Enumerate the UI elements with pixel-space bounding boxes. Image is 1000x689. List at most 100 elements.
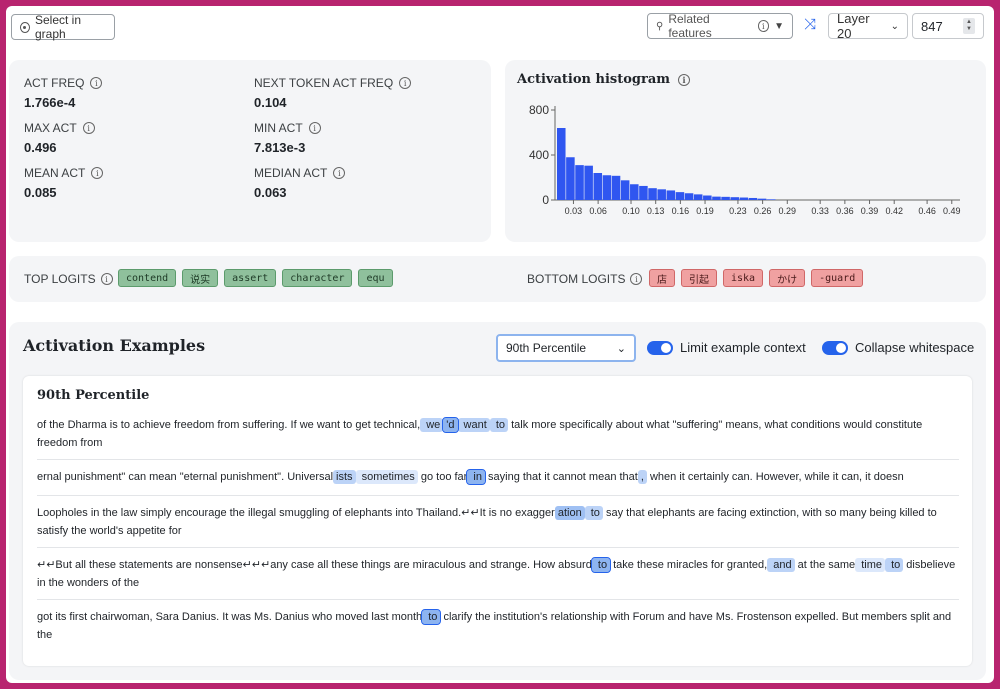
x-tick-label: 0.03	[565, 206, 583, 216]
example-row: of the Dharma is to achieve freedom from…	[37, 416, 959, 460]
stat-min-act: MIN ACT i 7.813e-3	[254, 121, 321, 155]
example-text: when it certainly can. However, while it…	[646, 471, 904, 483]
example-text: saying that it cannot mean that	[484, 471, 638, 483]
activated-token[interactable]: to	[590, 557, 612, 573]
example-text: Loopholes in the law simply encourage th…	[37, 507, 555, 519]
example-text: ↵↵But all these statements are nonsense↵…	[37, 559, 592, 571]
stat-max-act: MAX ACT i 0.496	[24, 121, 95, 155]
info-icon[interactable]: i	[399, 77, 412, 89]
example-text: of the Dharma is to achieve freedom from…	[37, 419, 421, 431]
activated-token[interactable]: ists	[333, 470, 356, 484]
x-tick-label: 0.29	[779, 206, 797, 216]
caret-down-icon: ▼	[774, 20, 784, 32]
info-icon[interactable]: i	[82, 122, 95, 134]
activated-token[interactable]: ation	[554, 506, 585, 520]
collapse-whitespace-label: Collapse whitespace	[855, 340, 975, 355]
stat-label: MEAN ACT	[24, 166, 86, 180]
stat-value: 7.813e-3	[254, 140, 306, 155]
stepper-icon[interactable]: ▲ ▼	[963, 18, 975, 34]
example-text: say that elephants are facing extinction…	[37, 507, 937, 537]
chevron-down-icon: ⌄	[616, 342, 626, 355]
activated-token[interactable]: we	[420, 418, 444, 432]
activated-token[interactable]: to	[489, 418, 509, 432]
histogram-bar	[766, 199, 776, 200]
histogram-bar	[639, 185, 648, 200]
stat-label: MIN ACT	[254, 121, 303, 135]
info-icon[interactable]: i	[333, 167, 346, 179]
example-text: take these miracles for granted,	[610, 559, 768, 571]
select-in-graph-button[interactable]: Select in graph	[11, 13, 115, 41]
x-tick-label: 0.10	[622, 206, 640, 216]
histogram-bar	[739, 197, 749, 200]
activated-token[interactable]: sometimes	[355, 470, 418, 484]
target-icon	[20, 21, 30, 33]
info-icon[interactable]: i	[91, 167, 104, 179]
histogram-title-row: Activation histogram i	[517, 72, 691, 87]
stat-label: MAX ACT	[24, 121, 77, 135]
stat-value: 1.766e-4	[24, 95, 76, 110]
stat-next-token-act-freq: NEXT TOKEN ACT FREQ i 0.104	[254, 76, 412, 110]
activated-token[interactable]: want	[457, 418, 490, 432]
stat-act-freq: ACT FREQ i 1.766e-4	[24, 76, 103, 110]
activated-token[interactable]: in	[466, 469, 486, 485]
x-tick-label: 0.26	[754, 206, 772, 216]
info-icon[interactable]: i	[757, 20, 770, 32]
collapse-whitespace-toggle[interactable]	[822, 340, 848, 355]
shuffle-icon[interactable]: ⤨	[804, 16, 817, 33]
example-text: got its first chairwoman, Sara Danius. I…	[37, 611, 423, 623]
histogram-bar	[620, 180, 630, 200]
info-icon[interactable]: i	[100, 273, 113, 285]
histogram-bar	[648, 188, 657, 200]
example-row: got its first chairwoman, Sara Danius. I…	[37, 608, 959, 648]
activation-examples-title: Activation Examples	[23, 336, 206, 355]
x-tick-label: 0.39	[861, 206, 879, 216]
layer-select[interactable]: Layer 20 ⌄	[828, 11, 908, 41]
activated-token[interactable]: to	[421, 609, 442, 625]
logits-panel: TOP LOGITS i contend 说实 assert character…	[9, 256, 986, 302]
limit-context-toggle[interactable]	[647, 340, 673, 355]
x-tick-label: 0.19	[696, 206, 714, 216]
top-logit-chip: 说实	[182, 269, 219, 287]
histogram-bar	[584, 165, 593, 200]
stats-panel: ACT FREQ i 1.766e-4 NEXT TOKEN ACT FREQ i …	[9, 60, 491, 242]
top-logits-label: TOP LOGITS	[24, 272, 96, 286]
top-logit-chip: character	[282, 269, 353, 287]
activated-token[interactable]: to	[584, 506, 603, 520]
histogram-bar	[675, 192, 685, 200]
top-logit-chip: contend	[118, 269, 177, 287]
activated-token[interactable]: ,	[637, 470, 647, 484]
activated-token[interactable]: 'd	[442, 417, 459, 433]
info-icon[interactable]: i	[90, 77, 103, 89]
chevron-down-icon: ⌄	[890, 20, 899, 32]
activated-token[interactable]: and	[767, 558, 795, 572]
percentile-select[interactable]: 90th Percentile ⌄	[496, 334, 636, 362]
x-tick-label: 0.49	[943, 206, 961, 216]
histogram-title: Activation histogram	[517, 72, 671, 87]
activated-token[interactable]: time	[855, 558, 886, 572]
stat-label: ACT FREQ	[24, 76, 85, 90]
collapse-whitespace-toggle-row: Collapse whitespace	[822, 340, 974, 355]
example-text: go too far	[417, 471, 468, 483]
histogram-bar	[575, 165, 584, 200]
top-logits-list: contend 说实 assert character equ	[118, 269, 393, 287]
histogram-chart: 800 400 0 0.03 0.06 0.10 0.13 0.16 0.19 0.23 0.26 0…	[529, 103, 961, 216]
top-logit-chip: assert	[224, 269, 277, 287]
activated-token[interactable]: to	[885, 558, 904, 572]
bottom-logit-chip: 店	[649, 269, 675, 287]
example-text: clarify the institution's relationship w…	[37, 611, 952, 641]
bottom-logit-chip: かけ	[769, 269, 806, 287]
example-text: disbelieve in the wonders of the	[37, 559, 956, 589]
related-features-button[interactable]: ⚲ Related features i ▼	[647, 12, 793, 40]
bottom-logits-list: 店 引起 iska かけ -guard	[649, 269, 864, 287]
x-tick-label: 0.06	[589, 206, 607, 216]
example-text: at the same	[794, 559, 856, 571]
activation-examples-panel: Activation Examples 90th Percentile ⌄ Li…	[9, 322, 986, 680]
info-icon[interactable]: i	[630, 273, 643, 285]
histogram-bar	[611, 175, 621, 200]
info-icon[interactable]: i	[678, 73, 691, 86]
limit-context-label: Limit example context	[680, 340, 806, 355]
tree-icon: ⚲	[656, 20, 664, 32]
y-tick-label: 400	[529, 148, 549, 162]
feature-index-input[interactable]: 847 ▲ ▼	[912, 13, 984, 39]
info-icon[interactable]: i	[308, 122, 321, 134]
